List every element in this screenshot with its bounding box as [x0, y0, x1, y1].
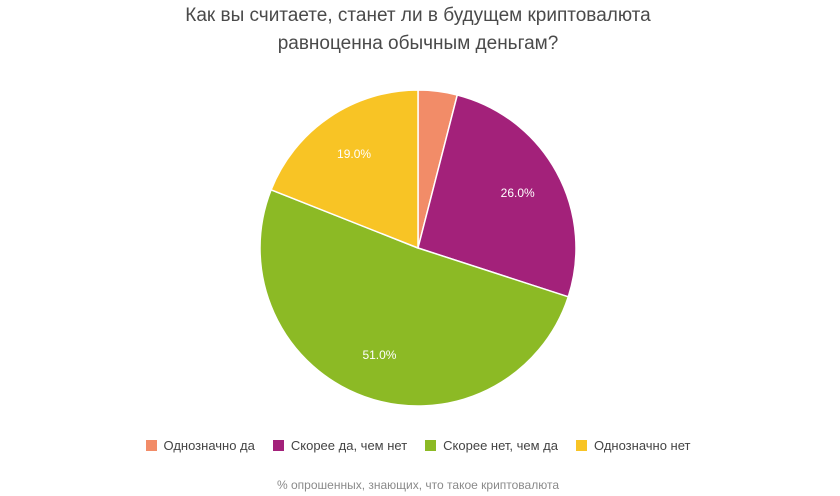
legend-swatch — [425, 440, 437, 451]
legend-item-rather-yes[interactable]: Скорее да, чем нет — [272, 438, 408, 453]
legend-label: Скорее нет, чем да — [443, 438, 558, 453]
legend-item-definitely-yes[interactable]: Однозначно да — [145, 438, 255, 453]
legend-swatch — [576, 440, 587, 451]
legend-label: Однозначно нет — [594, 438, 691, 453]
pie-value-label: 51.0% — [362, 348, 396, 362]
chart-legend: Однозначно да Скорее да, чем нет Скорее … — [0, 438, 836, 453]
legend-label: Скорее да, чем нет — [290, 438, 408, 453]
chart-title-line-1: Как вы считаете, станет ли в будущем кри… — [185, 5, 651, 26]
pie-slices — [259, 89, 577, 407]
pie-slice[interactable] — [417, 94, 577, 298]
legend-label: Однозначно да — [163, 438, 255, 453]
legend-item-rather-no[interactable]: Скорее нет, чем да — [425, 438, 558, 453]
chart-caption: % опрошенных, знающих, что такое криптов… — [277, 478, 559, 492]
legend-item-definitely-no[interactable]: Однозначно нет — [576, 438, 690, 453]
pie-slice[interactable] — [259, 188, 570, 407]
chart-title: Как вы считаете, станет ли в будущем кри… — [0, 2, 836, 58]
pie-value-labels: 26.0% 51.0% 19.0% — [337, 147, 535, 362]
legend-swatch — [145, 440, 157, 451]
pie-value-label: 19.0% — [337, 147, 371, 161]
legend-swatch — [272, 440, 284, 451]
pie-value-label: 26.0% — [501, 186, 535, 200]
pie-slice[interactable] — [270, 89, 419, 250]
chart-title-line-2: равноценна обычным деньгам? — [277, 33, 559, 54]
